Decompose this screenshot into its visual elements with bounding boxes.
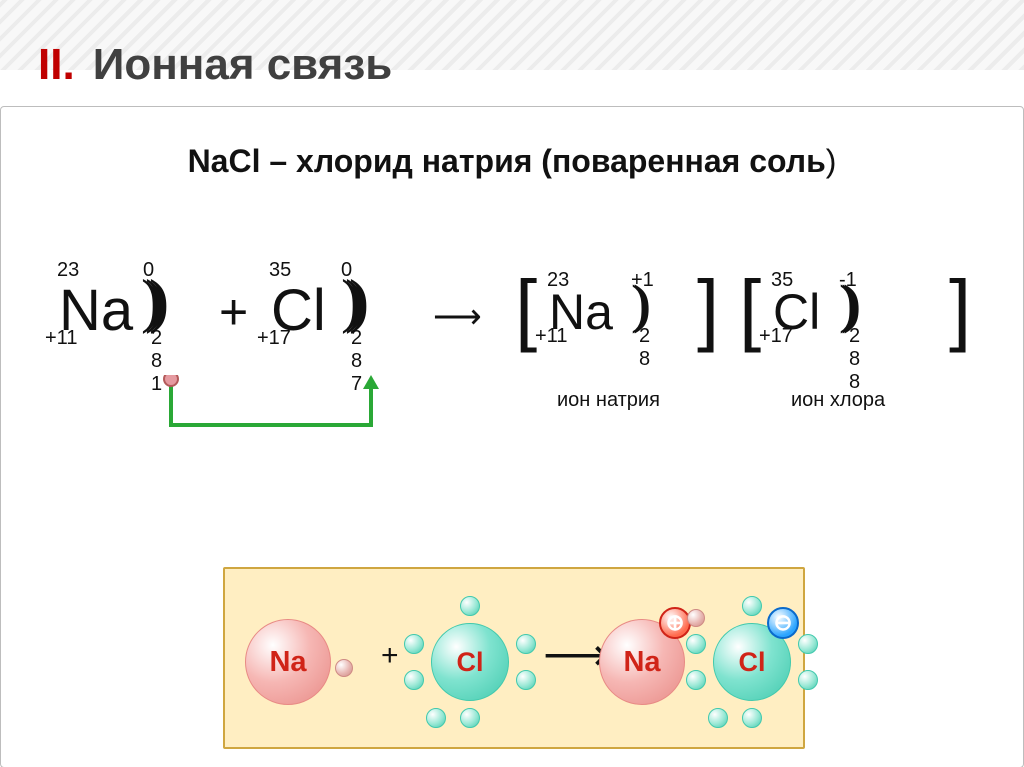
charge-badge: ⊖ xyxy=(767,607,799,639)
electron-dot xyxy=(460,708,480,728)
na-arcs: ))) xyxy=(141,267,153,336)
plus-sign: + xyxy=(219,283,248,341)
electron-dot xyxy=(404,670,424,690)
na-ion-mass: 23 xyxy=(547,269,569,292)
electron-dot xyxy=(516,634,536,654)
bracket-r-cl: ] xyxy=(949,263,971,355)
cl-arcs: ))) xyxy=(341,267,353,336)
electron-transfer-arrow xyxy=(151,375,401,455)
title-row: II. Ионная связь xyxy=(0,0,1024,90)
page-title: Ионная связь xyxy=(93,40,393,90)
electron-dot xyxy=(708,708,728,728)
na-ion: 23 +1 Na +11 )) 2 8 xyxy=(549,283,613,341)
nucleus-na: Na xyxy=(245,619,331,705)
cl-mass: 35 xyxy=(269,259,291,282)
na-ion-arcs: )) xyxy=(631,273,635,335)
cl-ion: 35 -1 Cl +17 ))) 2 8 8 xyxy=(773,283,820,341)
content-card: NaCl – хлорид натрия (поваренная соль) 2… xyxy=(0,106,1024,767)
cl-ion-shells: 2 8 8 xyxy=(849,325,864,394)
subtitle: NaCl – хлорид натрия (поваренная соль) xyxy=(1,107,1023,180)
cl-ion-z: +17 xyxy=(759,325,793,348)
electron-dot xyxy=(742,596,762,616)
nucleus-cl: Cl xyxy=(431,623,509,701)
bracket-l-cl: [ xyxy=(739,263,761,355)
atom-model-box: + ⟶ NaClNa⊕Cl⊖ xyxy=(223,567,805,749)
section-number: II. xyxy=(38,40,75,90)
electron-dot xyxy=(798,670,818,690)
electron-dot xyxy=(742,708,762,728)
cl-ion-arcs: ))) xyxy=(839,273,845,335)
na-atom: 23 0 Na +11 ))) 2 8 1 xyxy=(59,277,133,344)
na-ion-z: +11 xyxy=(535,325,567,348)
cl-ion-mass: 35 xyxy=(771,269,793,292)
subtitle-rparen: ) xyxy=(826,143,837,179)
bracket-r-na: ] xyxy=(697,263,719,355)
charge-badge: ⊕ xyxy=(659,607,691,639)
na-ion-shells: 2 8 xyxy=(639,325,654,371)
cl-atom: 35 0 Cl +17 ))) 2 8 7 xyxy=(271,277,326,344)
reaction-arrow: ⟶ xyxy=(433,297,478,337)
electron-dot xyxy=(686,670,706,690)
electron-dot xyxy=(404,634,424,654)
electron-dot xyxy=(687,609,705,627)
model-plus: + xyxy=(381,639,399,673)
electron-dot xyxy=(460,596,480,616)
electron-dot xyxy=(335,659,353,677)
electron-dot xyxy=(798,634,818,654)
slide: II. Ионная связь NaCl – хлорид натрия (п… xyxy=(0,0,1024,767)
na-mass: 23 xyxy=(57,259,79,282)
na-z: +11 xyxy=(45,327,77,350)
cl-ion-label: ион хлора xyxy=(791,389,885,412)
na-ion-label: ион натрия xyxy=(557,389,660,412)
electron-dot xyxy=(426,708,446,728)
cl-z: +17 xyxy=(257,327,291,350)
electron-dot xyxy=(686,634,706,654)
bracket-l-na: [ xyxy=(515,263,537,355)
electron-dot xyxy=(516,670,536,690)
subtitle-text: NaCl – хлорид натрия (поваренная соль xyxy=(188,143,826,179)
